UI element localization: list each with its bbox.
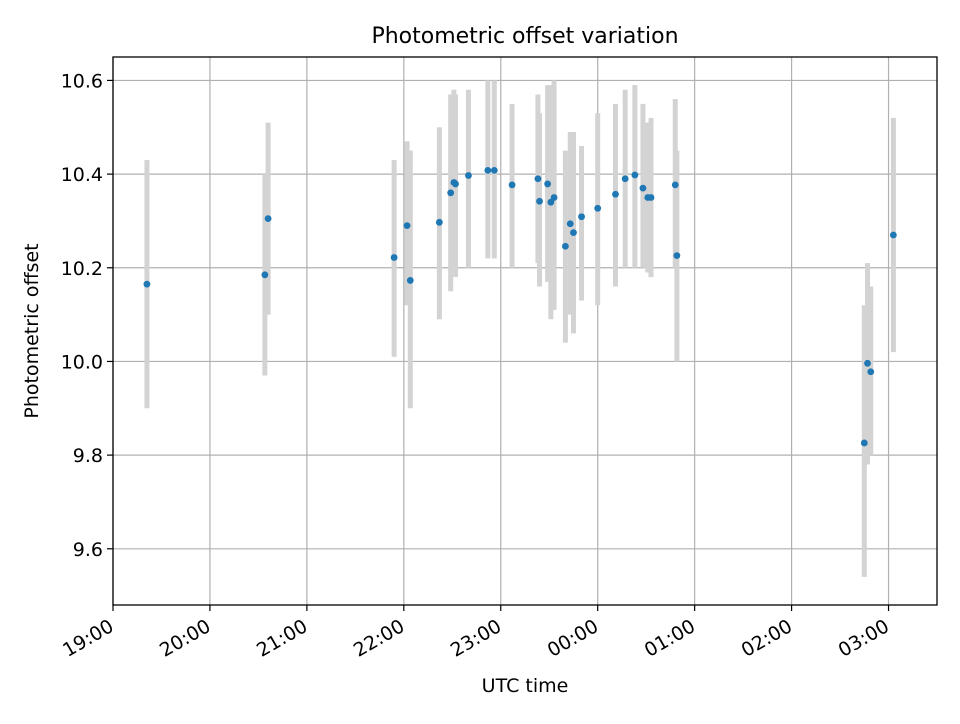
x-axis-label: UTC time	[482, 675, 569, 697]
data-point	[889, 231, 897, 239]
data-point	[671, 181, 679, 189]
data-point	[578, 213, 585, 221]
x-tick-label: 22:00	[350, 615, 408, 661]
data-point	[561, 242, 569, 250]
x-axis-ticks: 19:00 20:00 21:00 22:00 23:00 00:00 01:00 02:00…	[59, 605, 893, 662]
data-point	[403, 222, 411, 230]
data-point	[452, 180, 459, 188]
data-point	[465, 172, 472, 179]
data-point	[639, 184, 647, 192]
data-point	[647, 194, 655, 201]
data-point	[867, 368, 875, 376]
x-tick-label: 23:00	[447, 615, 505, 661]
error-bars	[144, 80, 896, 577]
data-point	[864, 359, 871, 367]
data-point	[435, 218, 443, 226]
data-point	[612, 190, 619, 198]
data-point	[594, 204, 602, 212]
data-point	[631, 171, 639, 179]
data-point	[544, 180, 552, 188]
y-axis-label: Photometric offset	[21, 243, 43, 418]
data-point	[447, 189, 455, 197]
data-point	[490, 166, 498, 174]
y-tick-label: 9.6	[73, 539, 103, 561]
data-point	[566, 220, 574, 228]
x-tick-label: 01:00	[641, 615, 699, 661]
x-tick-label: 02:00	[738, 615, 796, 661]
data-point	[390, 254, 398, 261]
data-point	[860, 439, 868, 447]
data-point	[264, 215, 272, 222]
data-point	[550, 194, 558, 201]
data-point	[484, 166, 492, 174]
y-tick-label: 10.2	[61, 258, 103, 280]
data-point	[261, 271, 269, 279]
grid-lines	[112, 57, 937, 605]
data-point	[534, 175, 542, 183]
x-tick-label: 21:00	[253, 615, 311, 661]
data-point	[536, 197, 543, 205]
data-point	[621, 175, 629, 183]
x-tick-label: 20:00	[156, 615, 214, 661]
y-axis-ticks: 9.6 9.8 10.0 10.2 10.4 10.6	[61, 70, 113, 561]
x-tick-label: 03:00	[835, 615, 893, 661]
data-point	[143, 280, 151, 288]
chart-title: Photometric offset variation	[371, 24, 678, 49]
data-point	[673, 252, 681, 259]
data-point	[508, 181, 516, 189]
plot-frame	[112, 56, 938, 606]
y-tick-label: 10.4	[61, 164, 103, 186]
x-tick-label: 19:00	[59, 615, 117, 661]
data-points	[143, 166, 897, 447]
y-tick-label: 10.6	[61, 70, 103, 92]
data-point	[570, 229, 577, 237]
data-point	[406, 277, 414, 284]
y-tick-label: 10.0	[61, 351, 103, 373]
y-tick-label: 9.8	[73, 445, 103, 467]
x-tick-label: 00:00	[544, 615, 602, 661]
